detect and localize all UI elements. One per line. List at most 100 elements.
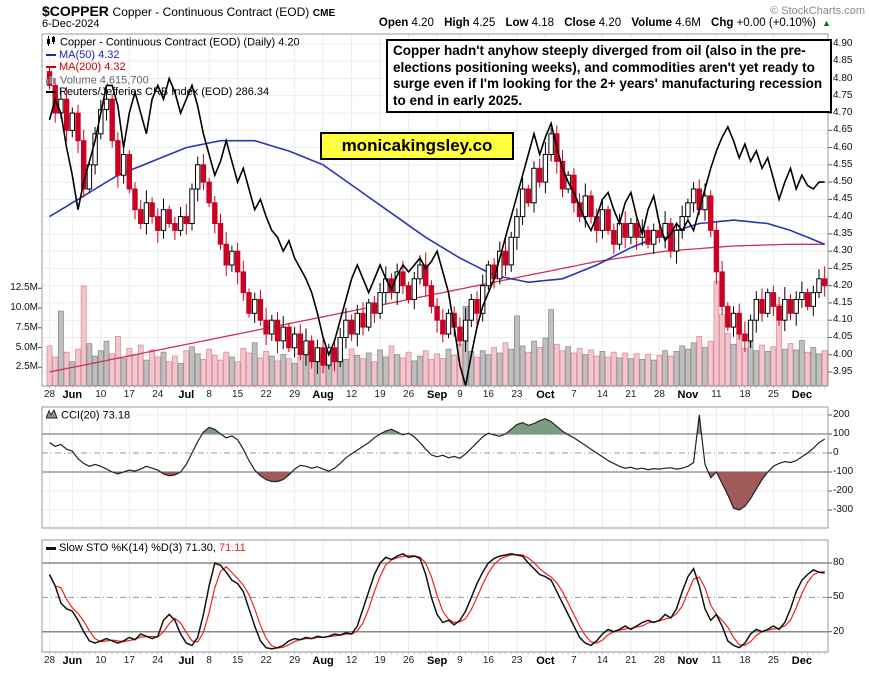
x-axis-label: Jun [62, 389, 83, 401]
volume-axis-label: 10.0M [10, 302, 38, 313]
x-axis-label-bottom: 25 [767, 655, 779, 666]
legend-ma200-row: MA(200) 4.32 [46, 61, 300, 74]
x-axis-label-bottom: 18 [739, 655, 751, 666]
x-axis-label: 18 [739, 389, 751, 400]
price-axis-label: 4.75 [833, 89, 853, 101]
x-axis-label: 11 [711, 389, 722, 400]
x-axis-label-bottom: 8 [206, 655, 212, 666]
x-axis-label-bottom: 16 [482, 655, 494, 666]
x-axis-label: 21 [625, 389, 637, 400]
up-triangle-icon: ▲ [822, 18, 831, 28]
stockcharts-credit: © StockCharts.com [770, 5, 865, 17]
legend-crb-label: Reuters/Jefferies CRB Index (EOD) 286.34 [59, 86, 270, 98]
x-axis-label: 29 [289, 389, 301, 400]
legend-ma50-row: MA(50) 4.32 [46, 49, 300, 62]
price-axis-label: 4.45 [833, 193, 853, 205]
price-axis-label: 4.10 [833, 314, 853, 326]
sto-legend-d-value: 71.11 [218, 542, 246, 554]
x-axis-label: 26 [403, 389, 415, 400]
volume-value: 4.6M [675, 17, 701, 29]
x-axis-label: Nov [677, 389, 699, 401]
x-axis-label: 28 [653, 389, 665, 400]
x-axis-label: Sep [427, 389, 448, 401]
x-axis-label-bottom: Dec [791, 655, 812, 667]
x-axis-label-bottom: Aug [312, 655, 334, 667]
x-axis-label-bottom: Jun [62, 655, 83, 667]
x-axis-label-bottom: 22 [260, 655, 272, 666]
cci-axis-label: 200 [833, 409, 850, 420]
x-axis-label-bottom: 15 [232, 655, 244, 666]
price-axis-label: 4.15 [833, 296, 853, 308]
price-axis-label: 4.70 [833, 107, 853, 119]
x-axis-label: 10 [95, 389, 107, 400]
x-axis-label-bottom: 24 [152, 655, 164, 666]
price-axis-label: 4.65 [833, 124, 853, 136]
x-axis-label-bottom: 26 [403, 655, 415, 666]
x-axis-label: 12 [346, 389, 358, 400]
price-axis-label: 4.25 [833, 262, 853, 274]
x-axis-label-bottom: 29 [289, 655, 301, 666]
price-axis-label: 4.80 [833, 72, 853, 84]
sto-axis-label: 20 [833, 625, 845, 637]
high-value: 4.25 [472, 17, 496, 29]
low-label: Low [505, 17, 529, 29]
x-axis-label: 15 [232, 389, 244, 400]
close-value: 4.20 [598, 17, 622, 29]
price-axis-label: 4.85 [833, 55, 853, 67]
x-axis-label: 14 [596, 389, 608, 400]
ma50-dash-icon [46, 53, 56, 56]
legend-price-row: Copper - Continuous Contract (EOD) (Dail… [46, 36, 300, 49]
x-axis-label: 28 [43, 389, 56, 400]
commentary-annotation-box: Copper hadn't anyhow steeply diverged fr… [386, 39, 832, 113]
cci-axis-label: 0 [833, 447, 839, 458]
price-axis-label: 4.00 [833, 348, 853, 360]
open-label: Open [378, 17, 409, 29]
cci-axis-label: -100 [833, 466, 854, 477]
header-line1: $COPPER Copper - Continuous Contract (EO… [42, 3, 862, 19]
legend-volume-label: Volume 4,615,700 [60, 74, 149, 87]
sto-legend-main: Slow STO %K(14) %D(3) 71.30, [59, 542, 216, 554]
x-axis-label-bottom: 14 [596, 655, 608, 666]
cci-area-icon [45, 408, 58, 422]
x-axis-label: Jul [178, 389, 195, 401]
cci-legend-label: CCI(20) 73.18 [61, 409, 131, 422]
x-axis-label: 24 [152, 389, 164, 400]
price-axis-label: 4.05 [833, 331, 853, 343]
x-axis-label-bottom: Oct [536, 655, 555, 667]
chg-value: +0.00 (+0.10%) [736, 17, 816, 29]
x-axis-label: 16 [482, 389, 494, 400]
main-legend: Copper - Continuous Contract (EOD) (Dail… [46, 36, 300, 99]
x-axis-label-bottom: 19 [374, 655, 386, 666]
legend-price-label: Copper - Continuous Contract (EOD) (Dail… [60, 36, 300, 49]
low-value: 4.18 [531, 17, 555, 29]
sto-axis-label: 50 [833, 591, 845, 603]
x-axis-label: 23 [511, 389, 523, 400]
x-axis-label-bottom: Nov [677, 655, 699, 667]
x-axis-label-bottom: Sep [427, 655, 448, 667]
x-axis-label: 19 [374, 389, 386, 400]
legend-volume-row: Volume 4,615,700 [46, 74, 300, 88]
price-axis-label: 4.30 [833, 245, 853, 257]
x-axis-label: Dec [791, 389, 812, 401]
sto-dash-icon [46, 546, 56, 550]
price-axis-label: 4.50 [833, 176, 853, 188]
volume-bars-icon [46, 74, 57, 88]
x-axis-label-bottom: 21 [625, 655, 637, 666]
close-label: Close [564, 17, 596, 29]
cci-axis-label: 100 [833, 428, 850, 439]
x-axis-label-bottom: 12 [346, 655, 358, 666]
volume-axis-label: 7.5M [15, 321, 38, 333]
quote-strip: Open 4.20 High 4.25 Low 4.18 Close 4.20 … [372, 17, 831, 29]
instrument-name: Copper - Continuous Contract (EOD) [112, 5, 310, 19]
high-label: High [444, 17, 470, 29]
x-axis-label: 8 [206, 389, 212, 400]
x-axis-label: 9 [457, 389, 463, 400]
volume-axis-label: 2.5M [15, 361, 38, 373]
cci-axis-label: -200 [833, 485, 854, 496]
ticker-symbol: $COPPER [42, 3, 109, 19]
crb-dash-icon [46, 91, 56, 94]
candlestick-icon [46, 36, 57, 50]
price-axis-label: 4.90 [833, 38, 853, 49]
